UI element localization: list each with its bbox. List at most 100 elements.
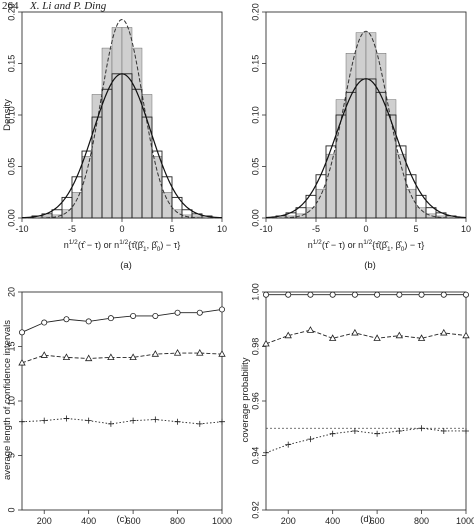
filled-bar [91, 94, 103, 219]
filled-bar [161, 192, 173, 219]
filled-bar [345, 53, 357, 219]
point-circle [152, 312, 159, 319]
series-triangle [18, 349, 226, 366]
filled-bar [415, 207, 427, 219]
series-line [21, 417, 223, 425]
x-tick-label: 200 [37, 516, 52, 526]
point-triangle [218, 350, 226, 357]
filled-bar [315, 188, 327, 219]
point-plus [396, 427, 403, 434]
point-circle [418, 291, 425, 298]
x-tick-label: 0 [363, 224, 368, 234]
y-axis-label: Density [2, 99, 13, 131]
y-axis-label: average length of confidence intervals [2, 320, 13, 480]
point-triangle [196, 349, 204, 356]
series-circle [262, 291, 469, 298]
x-tick-label: 400 [81, 516, 96, 526]
dashed-density-curve [22, 18, 222, 219]
point-plus [41, 417, 48, 424]
filled-bar [101, 47, 113, 219]
y-tick-label: 0.15 [6, 55, 16, 73]
point-circle [329, 291, 336, 298]
filled-bar [131, 47, 143, 219]
y-tick-label: 15 [6, 341, 16, 351]
point-circle [63, 316, 70, 323]
point-plus [463, 427, 469, 434]
panel-label: (d) [360, 514, 372, 525]
y-tick-label: 0.00 [6, 209, 16, 227]
filled-bar [375, 53, 387, 219]
point-triangle [462, 331, 470, 339]
point-plus [329, 430, 336, 437]
series-plus [263, 425, 469, 456]
point-circle [462, 291, 469, 298]
point-triangle [373, 334, 381, 341]
filled-bar [121, 27, 133, 219]
panel-label: (a) [120, 260, 132, 271]
x-tick-label: 5 [413, 224, 418, 234]
point-plus [85, 417, 92, 424]
page-number: 264 [2, 0, 19, 12]
series-plus [19, 415, 225, 427]
point-triangle [395, 331, 404, 339]
point-plus [263, 449, 269, 456]
point-triangle [417, 334, 426, 341]
filled-bar [365, 32, 377, 219]
series-circle [18, 306, 225, 336]
point-triangle [328, 334, 337, 341]
series-line [265, 329, 467, 345]
x-tick-label: -5 [312, 224, 320, 234]
y-tick-label: 0.20 [6, 3, 16, 21]
y-tick-label: 0.20 [250, 3, 260, 21]
open-bar [415, 194, 427, 219]
x-tick-label: 5 [169, 224, 174, 234]
x-tick-label: 800 [170, 516, 185, 526]
author-line: X. Li and P. Ding [30, 0, 107, 12]
x-tick-label: 800 [414, 516, 429, 526]
filled-bar [405, 188, 417, 219]
y-tick-label: 20 [6, 287, 16, 297]
panel-d: 0.92 0.94 0.96 0.98 1.00 200 400 600 800 1000 cove… [240, 283, 474, 531]
series-triangle [262, 326, 470, 347]
panel-label: (b) [364, 260, 376, 271]
y-tick-label: 0.96 [250, 392, 260, 410]
series-line [265, 427, 466, 454]
y-axis-label: coverage probability [240, 357, 251, 442]
point-triangle [306, 326, 315, 333]
solid-density-curve [21, 73, 223, 219]
point-plus [19, 418, 25, 425]
point-triangle [107, 353, 115, 361]
filled-bar [355, 32, 367, 219]
y-tick-label: 10 [6, 396, 16, 406]
x-tick-label: 1000 [456, 516, 474, 526]
point-circle [351, 291, 358, 298]
y-tick-label: 0.05 [250, 158, 260, 176]
x-tick-label: 200 [281, 516, 296, 526]
x-tick-label: -10 [259, 224, 272, 234]
point-triangle [440, 328, 448, 336]
point-circle [307, 291, 314, 298]
dashed-density-curve [266, 30, 466, 219]
panel-a: 0.00 0.05 0.10 0.15 0.20 -10 -5 0 5 10 Density (a) n… [2, 3, 227, 271]
filled-bar [335, 99, 347, 219]
point-triangle [62, 353, 71, 361]
plot-frame [21, 291, 223, 511]
point-plus [440, 427, 447, 434]
x-tick-label: 10 [461, 224, 471, 234]
y-tick-label: 0.94 [250, 447, 260, 465]
point-plus [219, 418, 225, 425]
filled-bar [141, 94, 153, 219]
series-line [21, 352, 223, 364]
point-circle [107, 315, 114, 322]
x-tick-label: 0 [119, 224, 124, 234]
filled-bar [81, 155, 93, 219]
panel-label: (c) [116, 514, 127, 525]
point-plus [307, 436, 314, 443]
x-tick-label: 1000 [212, 516, 232, 526]
point-circle [374, 291, 381, 298]
y-tick-label: 0.10 [6, 106, 16, 124]
point-plus [285, 441, 292, 448]
filled-bar [111, 27, 123, 219]
point-triangle [40, 351, 48, 358]
point-circle [440, 291, 447, 298]
